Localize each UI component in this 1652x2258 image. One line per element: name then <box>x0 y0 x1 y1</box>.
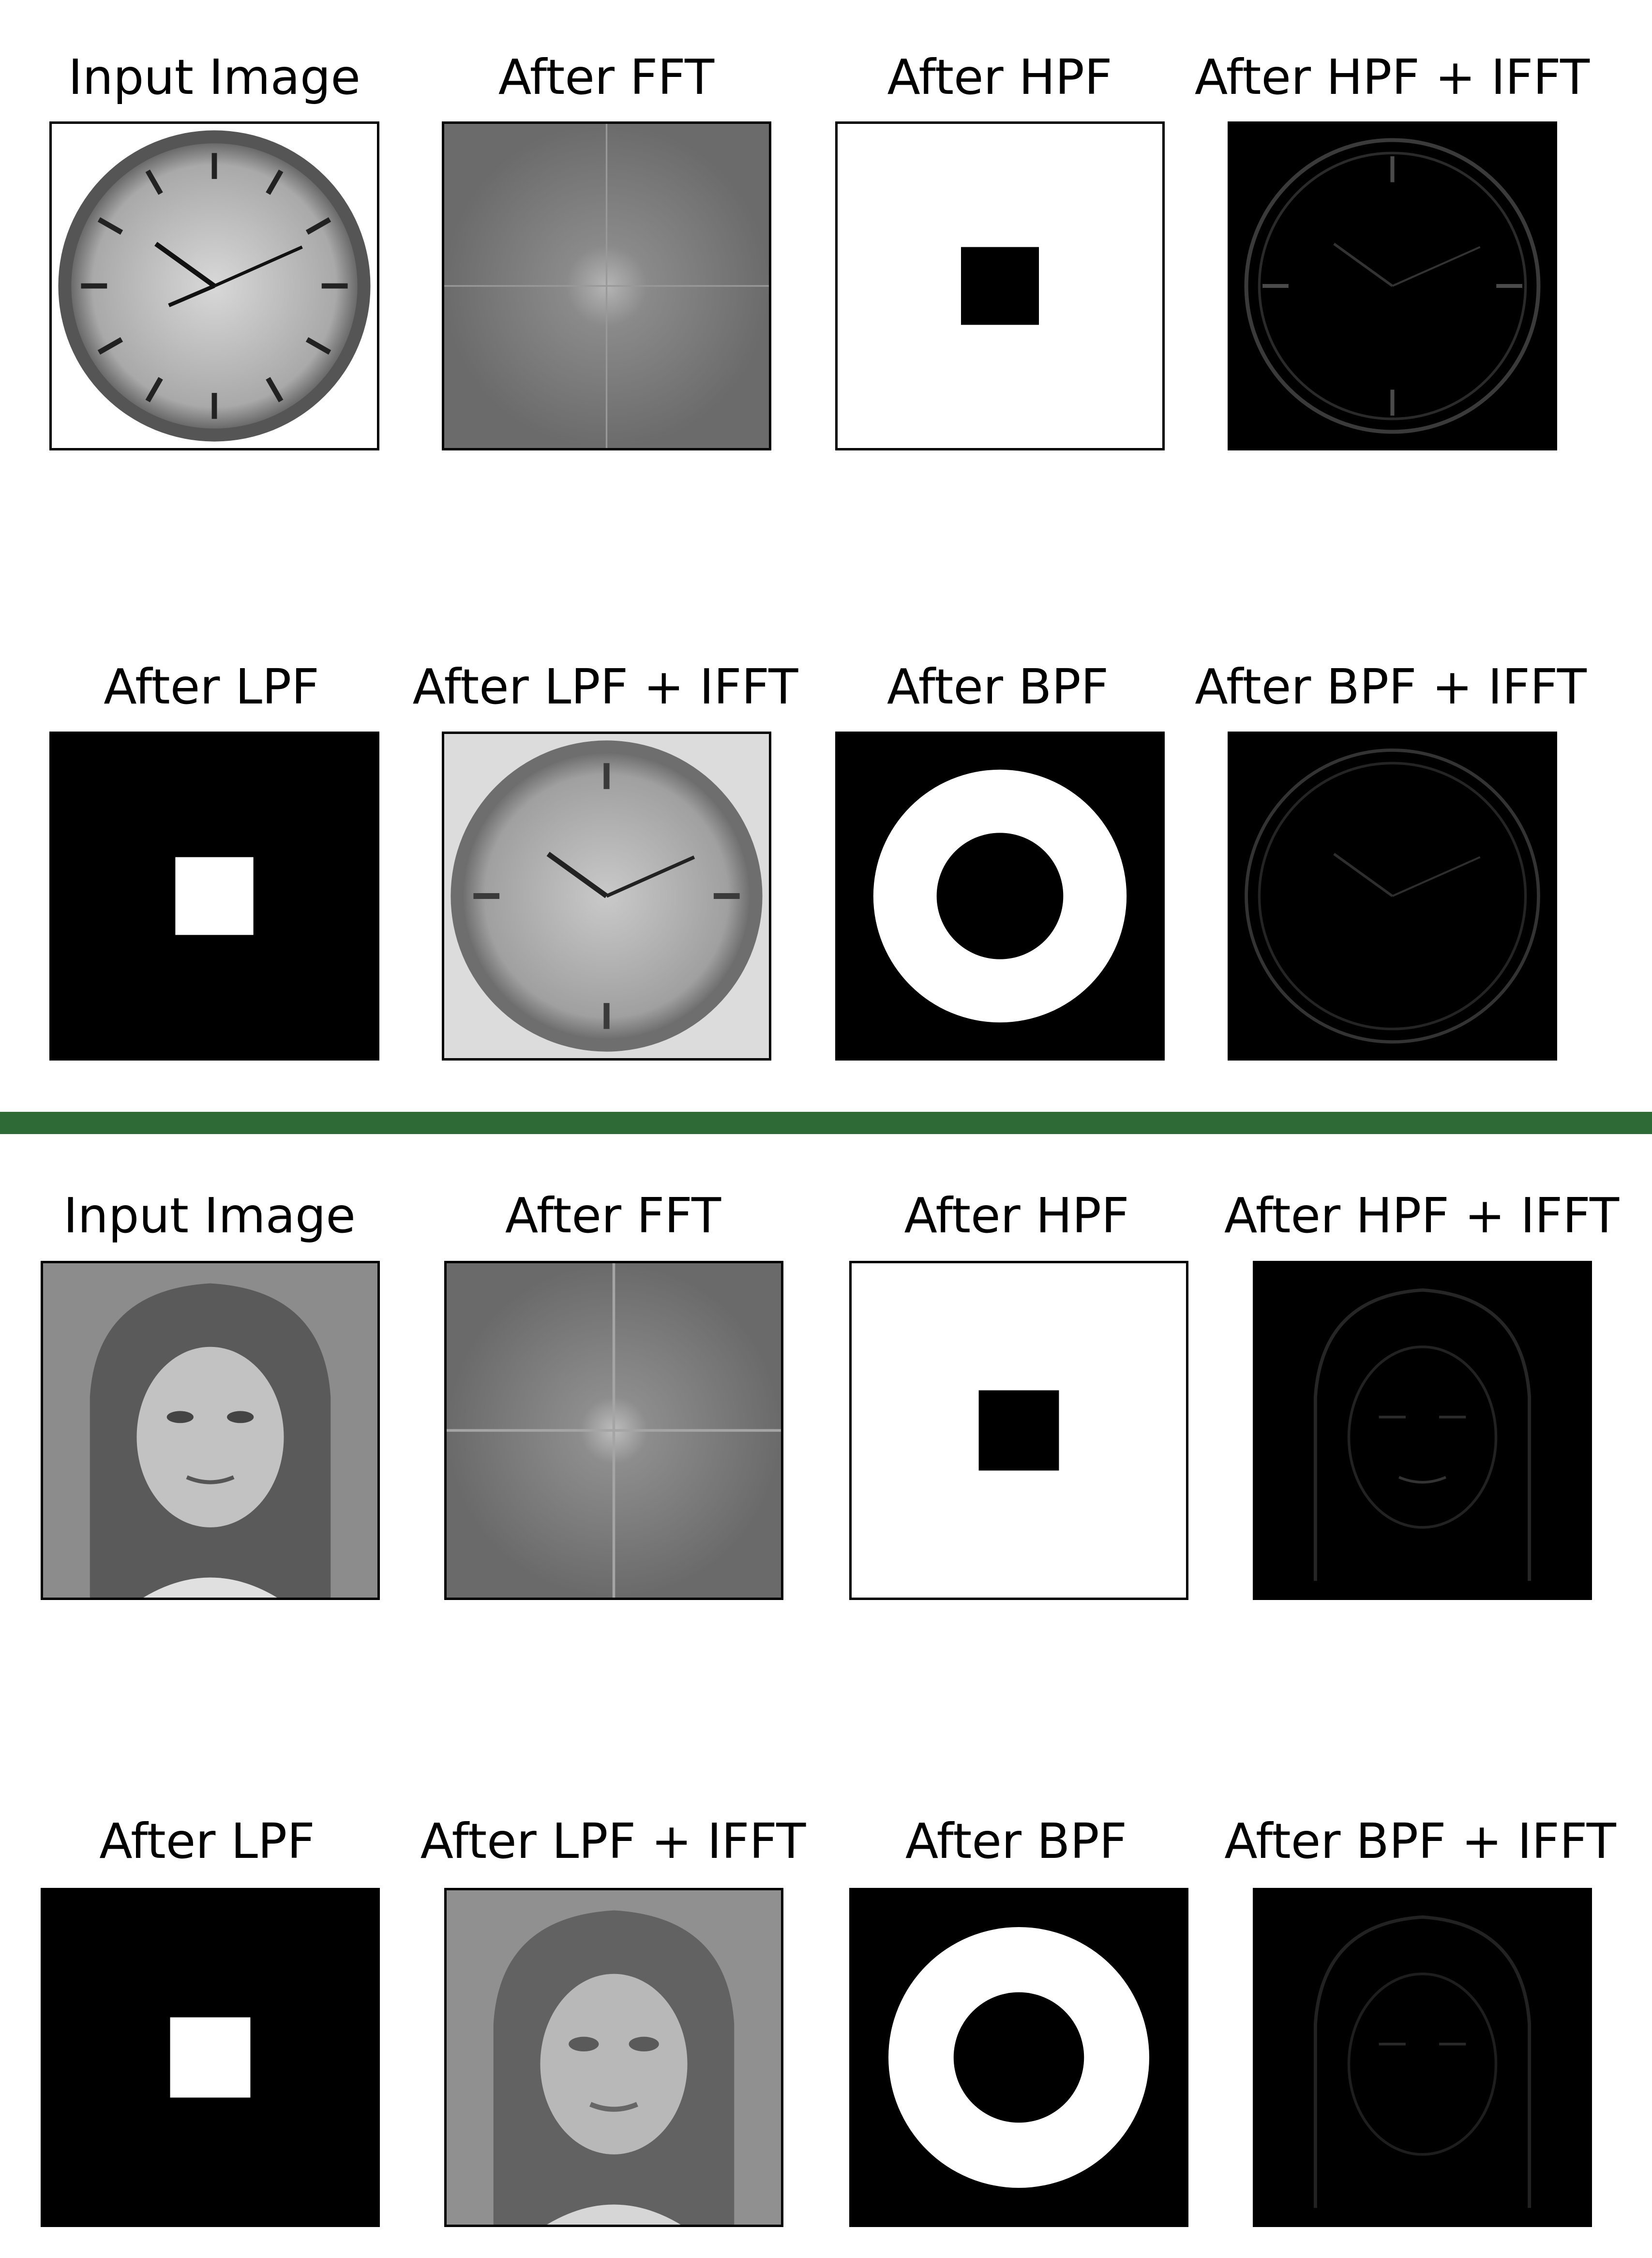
face-fft-spectrum <box>444 1261 783 1600</box>
title-after-fft: After FFT <box>498 49 715 105</box>
clock-bpf-ifft <box>1228 732 1557 1061</box>
title-after-hpf-ifft: After HPF + IFFT <box>1194 49 1590 105</box>
face-lpf-ifft <box>444 1888 783 2227</box>
title-after-lpf-ifft: After LPF + IFFT <box>412 658 798 715</box>
clock-hpf-ifft <box>1228 121 1557 450</box>
clock-hpf-mask <box>835 121 1165 450</box>
clock-lpf-mask <box>49 732 379 1061</box>
face-hpf-mask <box>849 1261 1188 1600</box>
title-after-hpf: After HPF <box>904 1187 1129 1244</box>
title-after-lpf-ifft: After LPF + IFFT <box>420 1813 806 1869</box>
section-divider <box>0 1112 1652 1134</box>
title-after-bpf-ifft: After BPF + IFFT <box>1195 658 1587 715</box>
title-after-hpf: After HPF <box>887 49 1112 105</box>
face-bpf-ifft <box>1253 1888 1592 2227</box>
clock-bpf-mask <box>835 732 1165 1061</box>
title-after-bpf: After BPF <box>886 658 1109 715</box>
title-after-lpf: After LPF <box>104 658 319 715</box>
face-bpf-mask <box>849 1888 1188 2227</box>
title-after-lpf: After LPF <box>99 1813 315 1869</box>
title-after-hpf-ifft: After HPF + IFFT <box>1224 1187 1620 1244</box>
title-after-bpf-ifft: After BPF + IFFT <box>1224 1813 1616 1869</box>
clock-input-image <box>49 121 379 450</box>
face-input-image <box>41 1261 380 1600</box>
title-input-image: Input Image <box>68 49 360 105</box>
face-lpf-mask <box>41 1888 380 2227</box>
clock-lpf-ifft <box>442 732 771 1061</box>
clock-fft-spectrum <box>442 121 771 450</box>
title-after-fft: After FFT <box>505 1187 721 1244</box>
title-after-bpf: After BPF <box>905 1813 1127 1869</box>
title-input-image: Input Image <box>63 1187 356 1244</box>
face-hpf-ifft <box>1253 1261 1592 1600</box>
